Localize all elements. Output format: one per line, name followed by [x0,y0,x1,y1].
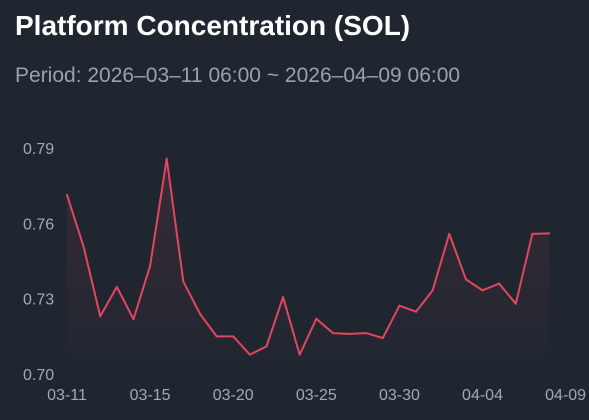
x-tick-label: 03-11 [47,387,87,404]
data-point [365,332,368,335]
data-point [448,232,451,235]
data-point [431,289,434,292]
data-point [215,335,218,338]
data-point [498,282,501,285]
data-point [315,317,318,320]
data-point [265,345,268,348]
data-point [132,318,135,321]
data-point [348,332,351,335]
y-axis: 0.79 0.76 0.73 0.70 [23,141,54,384]
data-point [548,232,550,235]
data-point [282,296,285,299]
data-point [198,312,201,315]
chart-title: Platform Concentration (SOL) [15,10,411,41]
y-tick-label: 0.79 [23,141,54,158]
x-tick-label: 03-20 [213,387,254,404]
data-point [298,353,301,356]
y-tick-label: 0.76 [23,216,54,233]
data-point [331,332,334,335]
x-axis: 03-11 03-15 03-20 03-25 03-30 04-04 04-09 [47,387,586,404]
y-tick-label: 0.70 [23,367,54,384]
series-area [67,158,549,374]
period-subtitle: Period: 2026–03–11 06:00 ~ 2026–04–09 06… [15,64,461,87]
data-point [415,310,418,313]
data-point [149,264,152,267]
series-points [66,157,550,356]
data-point [514,302,517,305]
x-tick-label: 04-09 [545,387,586,404]
data-point [182,280,185,283]
y-tick-label: 0.73 [23,292,54,309]
data-point [82,245,85,248]
x-tick-label: 03-15 [130,387,171,404]
data-point [248,353,251,356]
data-point [398,304,401,307]
data-point [165,157,168,160]
data-point [232,335,235,338]
data-point [481,289,484,292]
data-point [531,232,534,235]
data-point [464,278,467,281]
series-line [66,157,550,356]
data-point [99,315,102,318]
x-tick-label: 04-04 [462,387,503,404]
data-point [381,337,384,340]
data-point [115,285,118,288]
data-point [66,193,68,196]
x-tick-label: 03-25 [296,387,337,404]
x-tick-label: 03-30 [379,387,420,404]
